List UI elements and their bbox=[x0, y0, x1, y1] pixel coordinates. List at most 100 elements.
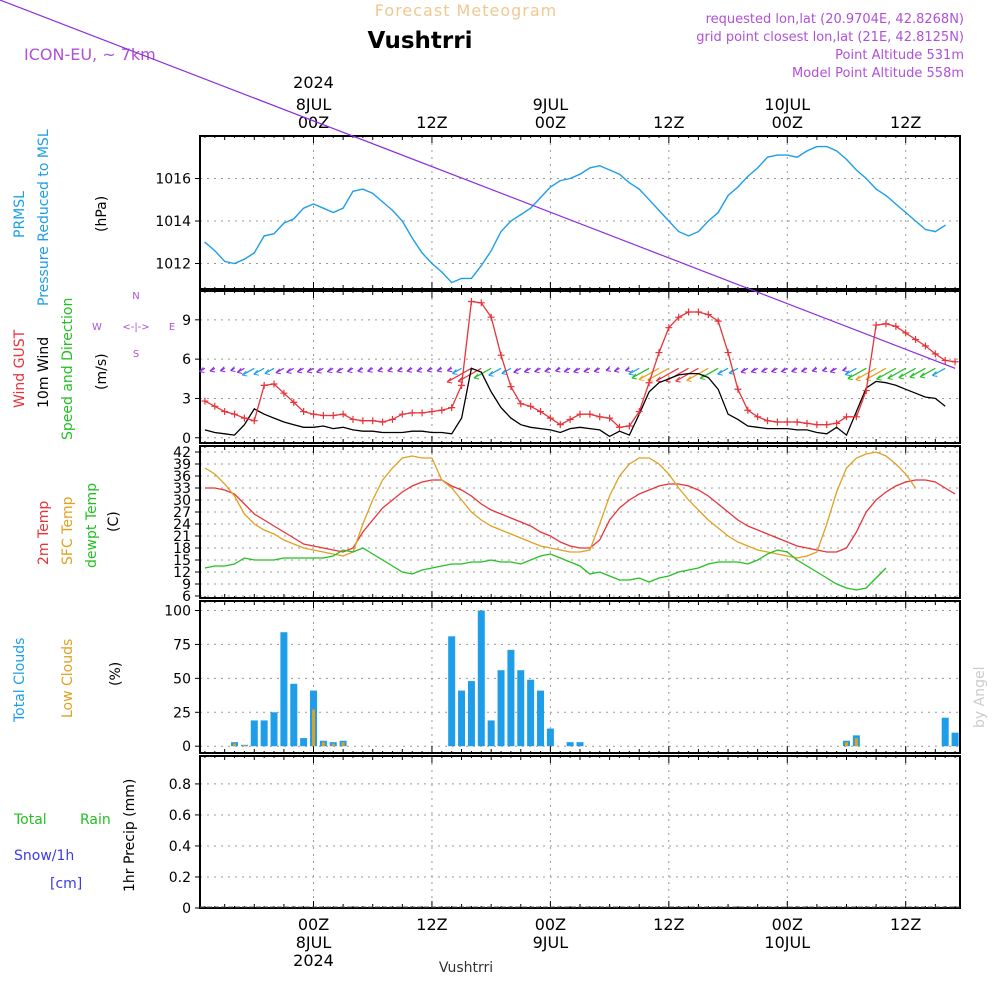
wind-direction-arrowhead bbox=[316, 367, 322, 374]
wind-direction-arrow bbox=[631, 367, 650, 379]
wind-panel: 0 3 6 9 bbox=[0, 0, 961, 447]
gust-marker bbox=[300, 408, 308, 416]
wind-direction-arrowhead bbox=[236, 368, 243, 374]
pressure-point bbox=[451, 282, 453, 284]
gust-marker bbox=[596, 413, 604, 421]
wind-direction-arrowhead bbox=[898, 373, 904, 380]
wind-direction-arrowhead bbox=[275, 368, 281, 375]
gust-marker bbox=[497, 351, 505, 359]
clouds-panel: 0 25 50 75 100 bbox=[164, 600, 961, 755]
wind-direction-arrowhead bbox=[336, 367, 342, 374]
gust-marker bbox=[398, 410, 406, 418]
gust-marker bbox=[892, 322, 900, 330]
pressure-point bbox=[658, 209, 660, 211]
pressure-point bbox=[332, 211, 334, 214]
pressure-point bbox=[796, 156, 798, 158]
pressure-point bbox=[431, 262, 433, 265]
wind-ytick-label: 9 bbox=[182, 313, 191, 329]
gust-marker bbox=[359, 417, 367, 425]
pressure-point bbox=[717, 211, 719, 214]
wind-direction-arrowhead bbox=[446, 377, 453, 384]
wind-direction-arrowhead bbox=[452, 369, 458, 375]
pressure-point bbox=[273, 233, 275, 235]
gust-marker bbox=[438, 406, 446, 414]
gust-marker bbox=[606, 414, 614, 422]
wind-direction-arrowhead bbox=[357, 366, 363, 373]
gust-marker bbox=[231, 410, 239, 418]
dew-line bbox=[204, 547, 887, 591]
wind-direction-arrowhead bbox=[446, 366, 453, 373]
pressure-point bbox=[204, 241, 206, 243]
t2m-label: 2m Temp bbox=[36, 501, 52, 565]
pressure-point bbox=[905, 211, 907, 214]
pressure-point bbox=[480, 265, 482, 267]
low-clouds-bar bbox=[312, 709, 316, 747]
pressure-point bbox=[441, 271, 443, 273]
wind-direction-arrow bbox=[844, 367, 857, 376]
precip-ytick-label: 0.8 bbox=[169, 777, 191, 793]
pressure-point bbox=[766, 156, 769, 158]
total-clouds-bar bbox=[477, 610, 485, 747]
top-axis-label: 8JUL bbox=[296, 95, 332, 114]
gust-marker bbox=[655, 349, 663, 357]
gust-marker bbox=[211, 402, 219, 410]
pressure-point bbox=[559, 180, 561, 182]
total-clouds-bar bbox=[467, 681, 475, 747]
pressure-point bbox=[618, 173, 621, 175]
pressure-point bbox=[500, 231, 502, 233]
compass-n: N bbox=[132, 291, 139, 302]
wind-direction-arrowhead bbox=[605, 365, 612, 372]
pressure-point bbox=[421, 252, 423, 254]
wind-direction-arrowhead bbox=[631, 373, 637, 380]
gust-marker bbox=[783, 418, 791, 426]
pressure-point bbox=[727, 194, 729, 197]
pressure-point bbox=[381, 201, 384, 203]
wind-direction-arrowhead bbox=[377, 366, 383, 373]
wind-direction-arrowhead bbox=[367, 366, 373, 373]
precip-ytick-label: 0.4 bbox=[169, 839, 191, 855]
wind-direction-arrowhead bbox=[829, 367, 836, 374]
total-clouds-bar bbox=[951, 732, 959, 747]
gust-marker bbox=[448, 404, 456, 412]
pressure-ytick-label: 1014 bbox=[155, 214, 191, 230]
precip-frame bbox=[199, 755, 961, 909]
bottom-axis-label: 10JUL bbox=[764, 933, 810, 952]
gust-marker bbox=[842, 413, 850, 421]
wind-direction-arrowhead bbox=[624, 366, 631, 373]
gust-marker bbox=[201, 397, 209, 405]
pressure-ytick-label: 1012 bbox=[155, 257, 191, 273]
pressure-point bbox=[914, 220, 917, 222]
compass-arrows: <-|-> bbox=[122, 322, 149, 333]
wind-direction-arrowhead bbox=[253, 369, 259, 376]
temperature-ytick-label: 42 bbox=[173, 445, 191, 461]
top-axis-label: 12Z bbox=[653, 113, 684, 132]
wind-ytick-label: 6 bbox=[182, 352, 191, 368]
precip-ytick-label: 0.2 bbox=[169, 870, 191, 886]
precip-panel: 0 0.2 0.4 0.6 0.8 bbox=[169, 755, 961, 917]
pressure-point bbox=[638, 188, 640, 190]
sfc-label: SFC Temp bbox=[60, 496, 76, 565]
pressure-point bbox=[411, 237, 413, 239]
wind-direction-arrowhead bbox=[544, 367, 550, 373]
pressure-frame bbox=[199, 135, 961, 290]
gust-marker bbox=[260, 381, 268, 389]
wind-frame bbox=[199, 290, 961, 444]
gust-marker bbox=[270, 380, 278, 388]
wind-direction-arrowhead bbox=[523, 367, 530, 374]
clouds-ytick-label: 100 bbox=[164, 604, 191, 620]
gust-marker bbox=[379, 418, 387, 426]
wind-direction-arrow bbox=[898, 367, 916, 379]
pressure-point bbox=[253, 252, 255, 254]
gust-marker bbox=[862, 387, 870, 395]
wind-direction-arrow bbox=[446, 367, 472, 383]
point-altitude: Point Altitude 531m bbox=[835, 48, 964, 63]
banner-title: Forecast Meteogram bbox=[375, 1, 557, 20]
low-clouds-bar bbox=[242, 744, 246, 747]
total-clouds-bar bbox=[280, 632, 288, 747]
wind-direction-arrowhead bbox=[750, 367, 757, 374]
wind-ytick-label: 0 bbox=[182, 431, 191, 447]
wind-direction-arrow bbox=[887, 367, 907, 379]
wind-direction-arrow bbox=[847, 367, 867, 380]
pressure-point bbox=[214, 250, 216, 252]
